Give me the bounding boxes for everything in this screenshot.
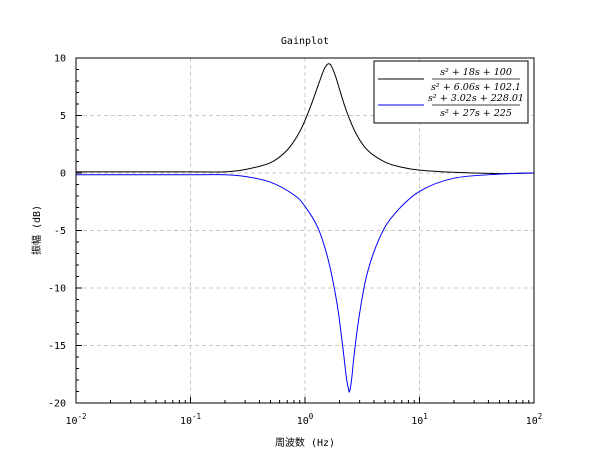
x-tick-label: 10-2 bbox=[65, 412, 86, 427]
legend-box bbox=[373, 60, 529, 124]
series-layer bbox=[75, 63, 535, 393]
x-tick-label: 101 bbox=[411, 412, 428, 427]
legend-denominator-series-2: s² + 27s + 225 bbox=[440, 108, 512, 119]
y-tick-label: -10 bbox=[48, 284, 66, 295]
x-tick-label: 10-1 bbox=[180, 412, 201, 427]
y-tick-label: -5 bbox=[54, 226, 66, 237]
y-tick-label: 0 bbox=[60, 169, 66, 180]
x-tick-label: 102 bbox=[526, 412, 543, 427]
y-axis-ticks: 10 5 0 -5 -10 -15 -20 bbox=[48, 54, 82, 410]
legend-numerator-series-2: s² + 3.02s + 228.01 bbox=[428, 93, 524, 104]
legend: s² + 18s + 100 s² + 6.06s + 102.1 s² + 3… bbox=[373, 60, 529, 124]
series-line-1 bbox=[76, 63, 535, 175]
x-tick-label: 100 bbox=[297, 412, 314, 427]
y-tick-label: 5 bbox=[60, 111, 66, 122]
legend-numerator-series-1: s² + 18s + 100 bbox=[440, 67, 512, 78]
legend-denominator-series-1: s² + 6.06s + 102.1 bbox=[431, 82, 521, 93]
chart-title: Gainplot bbox=[281, 36, 329, 47]
y-axis-label: 振幅 (dB) bbox=[30, 205, 43, 255]
y-tick-label: -15 bbox=[48, 341, 66, 352]
x-axis-label: 周波数 (Hz) bbox=[275, 436, 335, 449]
x-axis-ticks: 10-2 10-1 100 101 102 bbox=[65, 397, 542, 427]
y-tick-label: -20 bbox=[48, 399, 66, 410]
series-line-2 bbox=[75, 172, 535, 393]
y-tick-label: 10 bbox=[54, 54, 66, 65]
